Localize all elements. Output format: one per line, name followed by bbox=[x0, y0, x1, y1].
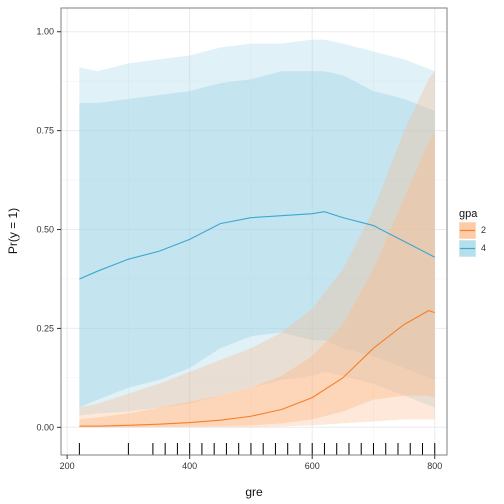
x-tick-label: 400 bbox=[182, 461, 197, 471]
x-tick-label: 200 bbox=[60, 461, 75, 471]
x-tick-label: 600 bbox=[305, 461, 320, 471]
line-gpa-2 bbox=[79, 310, 435, 427]
y-axis-title: Pr(y = 1) bbox=[6, 208, 20, 254]
legend: gpa 2 4 bbox=[458, 208, 486, 258]
y-axis-ticks: 0.00 0.25 0.50 0.75 1.00 bbox=[36, 27, 61, 432]
x-axis-ticks: 200 400 600 800 bbox=[60, 455, 442, 471]
legend-label-gpa-2: 2 bbox=[481, 225, 486, 235]
legend-title: gpa bbox=[459, 208, 478, 220]
legend-label-gpa-4: 4 bbox=[481, 243, 486, 253]
confidence-bands bbox=[79, 39, 435, 428]
grid-lines bbox=[61, 8, 447, 455]
band-inner-gpa-4 bbox=[79, 71, 435, 408]
y-tick-label: 0.75 bbox=[36, 126, 54, 136]
band-inner-gpa-2 bbox=[79, 130, 435, 428]
band-outer-gpa-2 bbox=[79, 71, 435, 428]
line-gpa-4 bbox=[79, 211, 435, 280]
y-tick-label: 0.50 bbox=[36, 225, 54, 235]
series-lines bbox=[79, 211, 435, 427]
y-tick-label: 0.00 bbox=[36, 422, 54, 432]
y-tick-label: 0.25 bbox=[36, 323, 54, 333]
plot-panel-background bbox=[61, 8, 447, 455]
x-axis-title: gre bbox=[245, 485, 263, 499]
plot-panel-border bbox=[60, 7, 448, 456]
band-outer-gpa-4 bbox=[79, 39, 435, 416]
legend-keys bbox=[458, 221, 477, 258]
rug-marks bbox=[78, 443, 436, 455]
x-tick-label: 800 bbox=[427, 461, 442, 471]
y-tick-label: 1.00 bbox=[36, 27, 54, 37]
